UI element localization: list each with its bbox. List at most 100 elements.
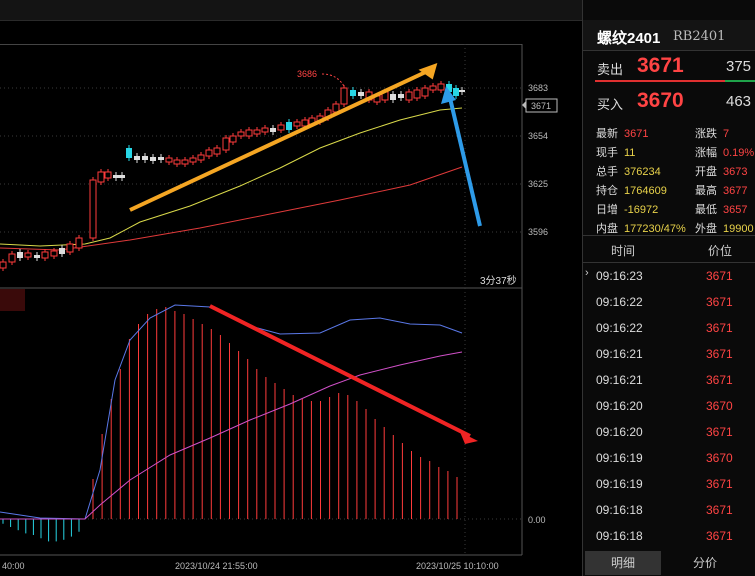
candle [181, 157, 189, 167]
candle [158, 154, 164, 163]
high-marker-leader [321, 73, 346, 89]
tick-price: 3671 [706, 347, 733, 361]
candle [437, 81, 445, 93]
chart-toolbar [0, 0, 582, 21]
candle [197, 152, 205, 163]
chart-header-strip [0, 20, 522, 45]
ticks-header: 时间 价位 [583, 235, 755, 263]
panel-tabs: 明细 分价 [583, 548, 755, 576]
bid-label: 买入 [597, 97, 624, 112]
price-label-3596: 3596 [528, 227, 548, 237]
list-item[interactable]: 09:16:22 3671 [583, 315, 755, 341]
instrument-code: RB2401 [673, 29, 726, 44]
divergence-arrowhead [460, 432, 478, 444]
tick-price: 3671 [706, 373, 733, 387]
list-item[interactable]: 09:16:22 3671 [583, 289, 755, 315]
candle [134, 153, 140, 163]
tick-price: 3671 [706, 321, 733, 335]
stat-label: 日增 [596, 204, 618, 216]
tick-price: 3670 [706, 451, 733, 465]
bid-volume: 463 [726, 93, 752, 110]
quote-panel: 螺纹2401 RB2401 卖出 3671 375 买入 3670 463 最新… [582, 0, 755, 576]
ticks-header-time: 时间 [611, 244, 636, 258]
stat-label: 涨跌 [695, 128, 717, 140]
list-item[interactable]: 09:16:21 3671 [583, 367, 755, 393]
candle [358, 89, 364, 99]
list-item[interactable]: 09:16:19 3670 [583, 445, 755, 471]
tab-price-split[interactable]: 分价 [692, 556, 717, 570]
candle [104, 169, 112, 181]
bar-countdown: 3分37秒 [480, 274, 517, 287]
candle [50, 248, 58, 259]
candle [261, 125, 269, 135]
list-item[interactable]: 09:16:19 3671 [583, 471, 755, 497]
tick-time: 09:16:21 [596, 373, 643, 387]
ticks-header-price: 价位 [708, 244, 733, 258]
stat-value: 3657 [723, 204, 748, 216]
tab-detail[interactable]: 明细 [585, 551, 661, 575]
stat-value: 376234 [624, 166, 661, 178]
stat-label: 最新 [596, 128, 618, 140]
list-item[interactable]: › 09:16:23 3671 [583, 263, 755, 289]
candle [293, 119, 301, 129]
candle [205, 147, 213, 159]
ask-price: 3671 [637, 54, 684, 77]
price-label-3625: 3625 [528, 179, 548, 189]
tick-time: 09:16:18 [596, 529, 643, 543]
ask-row[interactable]: 卖出 3671 375 [583, 53, 755, 79]
candle [229, 133, 237, 145]
ask-label: 卖出 [597, 62, 624, 77]
stat-7: 最高 3677 [695, 182, 747, 198]
stat-10: 内盘 177230/47% [596, 220, 686, 236]
stat-label: 最高 [695, 185, 717, 197]
stat-value: -16972 [624, 204, 659, 216]
stat-label: 开盘 [695, 166, 717, 178]
candle [245, 127, 253, 139]
macd-dif-line [0, 304, 463, 520]
candle [189, 155, 197, 165]
candle [34, 252, 40, 261]
stat-5: 开盘 3673 [695, 163, 747, 179]
candle [142, 153, 148, 163]
candle [66, 241, 74, 255]
tick-time: 09:16:18 [596, 503, 643, 517]
list-item[interactable]: 09:16:18 3671 [583, 497, 755, 523]
candle [398, 91, 404, 101]
chart-canvas[interactable]: 3686 3683 3671 3654 3625 3596 3分37秒 0.00… [0, 0, 582, 576]
candle [421, 85, 429, 99]
list-item[interactable]: 09:16:21 3671 [583, 341, 755, 367]
stat-label: 内盘 [596, 223, 618, 235]
macd-zero-label: 0.00 [528, 515, 546, 525]
candle [59, 245, 65, 257]
stat-label: 最低 [695, 204, 717, 216]
candle [413, 87, 421, 101]
tick-time: 09:16:19 [596, 451, 643, 465]
instrument-header: 螺纹2401 RB2401 [583, 20, 755, 51]
stat-label: 外盘 [695, 223, 717, 235]
stat-label: 现手 [596, 147, 618, 159]
tick-time: 09:16:22 [596, 295, 643, 309]
stat-value: 11 [624, 147, 636, 159]
candle [237, 129, 245, 139]
ma-long-line [0, 166, 463, 251]
stat-9: 最低 3657 [695, 201, 747, 217]
list-item[interactable]: 09:16:18 3671 [583, 523, 755, 549]
high-price-marker: 3686 [297, 69, 317, 79]
tick-price: 3671 [706, 295, 733, 309]
kline-chart-area[interactable]: 3686 3683 3671 3654 3625 3596 3分37秒 0.00… [0, 0, 582, 576]
candle [277, 122, 285, 133]
candle [17, 249, 23, 261]
candle [286, 119, 292, 133]
list-item[interactable]: 09:16:20 3671 [583, 419, 755, 445]
candle [459, 87, 465, 95]
list-item[interactable]: 09:16:20 3670 [583, 393, 755, 419]
stat-value: 19900 [723, 223, 754, 235]
stat-label: 持仓 [596, 185, 618, 197]
bid-row[interactable]: 买入 3670 463 [583, 88, 755, 114]
uptrend-arrowhead [418, 62, 438, 80]
stat-3: 涨幅 0.19% [695, 144, 754, 160]
chevron-right-icon: › [585, 267, 589, 279]
candle [173, 157, 181, 167]
price-label-current: 3671 [531, 101, 551, 111]
stat-8: 日增 -16972 [596, 201, 658, 217]
